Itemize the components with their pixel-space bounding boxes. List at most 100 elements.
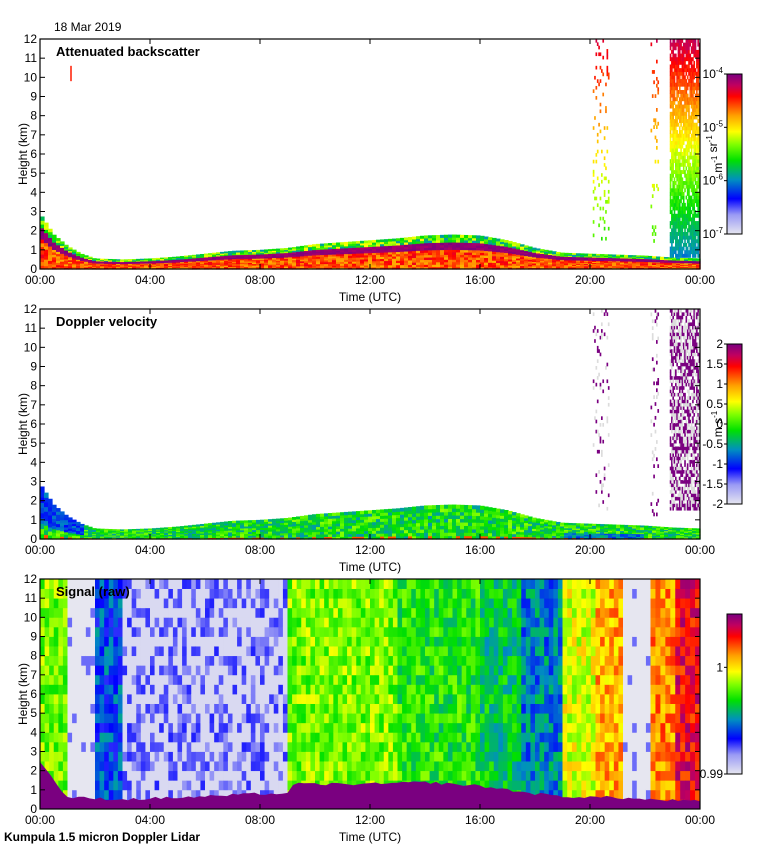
velocity-cell: [364, 516, 369, 520]
backscatter-cell: [356, 267, 361, 270]
velocity-cell: [88, 531, 93, 534]
backscatter-cell: [360, 246, 365, 250]
velocity-cell: [304, 520, 309, 524]
backscatter-cell: [244, 260, 249, 263]
velocity-cell: [248, 523, 253, 527]
velocity-cell: [112, 529, 117, 531]
backscatter-cell: [677, 173, 680, 178]
backscatter-cell: [608, 266, 613, 269]
backscatter-cell: [484, 250, 489, 254]
backscatter-cell: [606, 52, 609, 57]
backscatter-cell: [176, 264, 181, 267]
backscatter-cell: [677, 122, 680, 127]
backscatter-cell: [576, 255, 581, 258]
velocity-cell: [120, 533, 125, 535]
velocity-cell: [340, 512, 345, 516]
velocity-cell: [524, 515, 529, 519]
backscatter-cell: [671, 49, 673, 54]
velocity-cell: [144, 534, 149, 537]
backscatter-cell: [669, 144, 672, 149]
backscatter-cell: [576, 259, 581, 262]
velocity-cell: [336, 525, 341, 529]
backscatter-cell: [673, 122, 676, 127]
velocity-cell: [244, 520, 249, 523]
velocity-cell: [164, 529, 169, 532]
backscatter-cell: [660, 259, 665, 261]
backscatter-cell: [424, 249, 429, 253]
backscatter-cell: [696, 104, 698, 109]
backscatter-cell: [628, 265, 633, 267]
backscatter-cell: [697, 210, 699, 215]
backscatter-cell: [52, 254, 57, 258]
backscatter-cell: [304, 245, 309, 248]
velocity-cell: [252, 529, 257, 533]
backscatter-cell: [678, 79, 681, 83]
velocity-cell: [500, 530, 505, 534]
y-tick-label: 1: [30, 243, 37, 257]
backscatter-cell: [152, 264, 157, 266]
backscatter-cell: [352, 243, 357, 246]
backscatter-cell: [164, 258, 169, 260]
backscatter-cell: [694, 71, 697, 76]
backscatter-cell: [480, 252, 485, 256]
backscatter-cell: [60, 245, 65, 248]
backscatter-cell: [656, 59, 658, 64]
velocity-cell: [360, 513, 365, 518]
backscatter-cell: [669, 68, 672, 73]
backscatter-cell: [276, 261, 281, 264]
backscatter-cell: [404, 244, 409, 248]
velocity-cell: [40, 523, 45, 530]
backscatter-cell: [60, 241, 65, 244]
backscatter-cell: [697, 173, 699, 178]
backscatter-cell: [92, 258, 97, 261]
velocity-cell: [136, 530, 141, 533]
backscatter-cell: [690, 224, 693, 229]
backscatter-cell: [316, 265, 321, 268]
backscatter-cell: [640, 257, 645, 259]
velocity-cell: [228, 522, 233, 526]
backscatter-cell: [480, 245, 485, 249]
backscatter-cell: [52, 244, 57, 248]
backscatter-cell: [276, 252, 281, 256]
backscatter-cell: [656, 259, 661, 261]
backscatter-cell: [672, 265, 677, 268]
velocity-cell: [544, 531, 549, 534]
backscatter-cell: [188, 266, 193, 268]
backscatter-cell: [690, 177, 693, 182]
backscatter-cell: [216, 260, 221, 263]
backscatter-cell: [176, 261, 181, 264]
backscatter-cell: [693, 60, 696, 65]
velocity-cell: [296, 536, 301, 540]
backscatter-cell: [675, 235, 677, 240]
velocity-cell: [128, 532, 133, 534]
backscatter-cell: [632, 265, 637, 267]
backscatter-cell: [144, 258, 149, 260]
backscatter-cell: [272, 258, 277, 261]
backscatter-cell: [668, 263, 673, 265]
velocity-cell: [184, 529, 189, 532]
backscatter-cell: [592, 233, 595, 238]
backscatter-cell: [603, 189, 606, 194]
backscatter-cell: [48, 234, 53, 238]
backscatter-cell: [680, 260, 685, 262]
backscatter-cell: [692, 265, 697, 267]
velocity-cell: [92, 532, 97, 535]
backscatter-cell: [144, 267, 149, 269]
backscatter-cell: [681, 181, 684, 185]
backscatter-cell: [682, 162, 685, 167]
backscatter-cell: [188, 258, 193, 260]
backscatter-cell: [368, 250, 373, 254]
backscatter-cell: [697, 97, 699, 102]
backscatter-cell: [252, 258, 257, 261]
backscatter-cell: [548, 265, 553, 267]
backscatter-cell: [675, 122, 677, 127]
backscatter-cell: [308, 263, 313, 267]
backscatter-cell: [248, 254, 253, 257]
backscatter-cell: [236, 266, 241, 269]
backscatter-cell: [400, 260, 405, 263]
backscatter-cell: [108, 263, 113, 265]
backscatter-cell: [428, 240, 433, 244]
velocity-cell: [500, 509, 505, 513]
velocity-cell: [372, 530, 377, 534]
backscatter-cell: [673, 86, 676, 91]
